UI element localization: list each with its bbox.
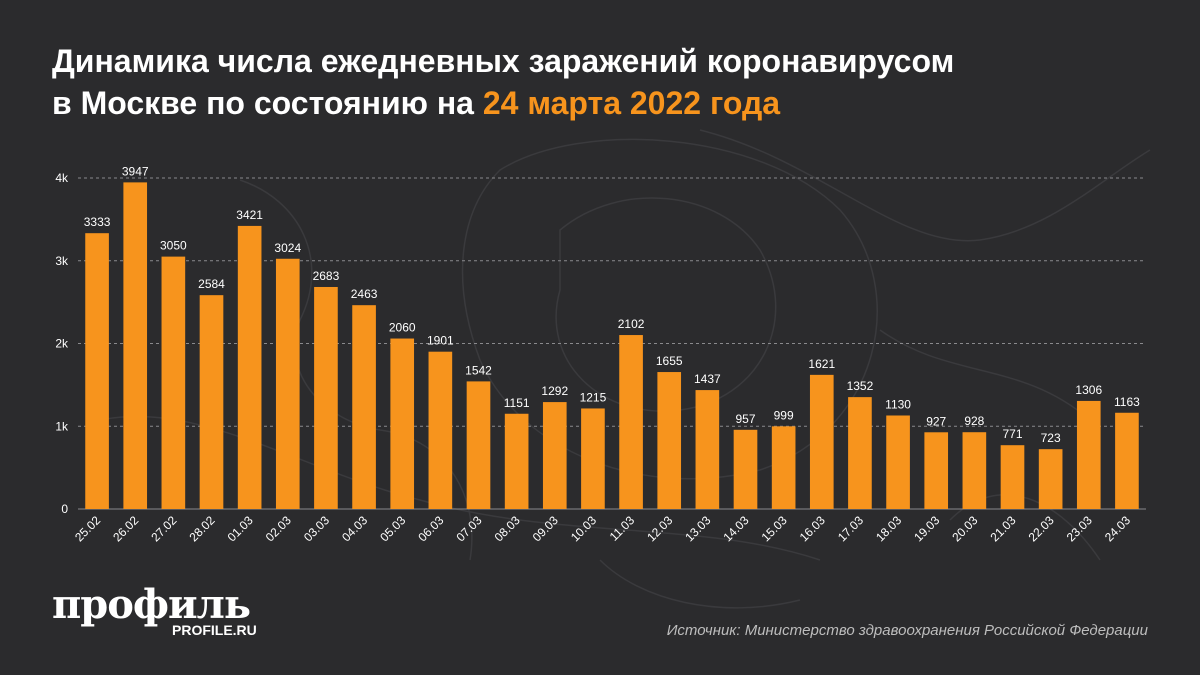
x-tick-label: 03.03 (301, 513, 332, 544)
y-tick-label: 4k (55, 171, 69, 185)
bar-value-label: 3333 (84, 215, 111, 229)
bar-value-label: 1437 (694, 372, 721, 386)
bar-value-label: 1215 (580, 390, 607, 404)
y-tick-label: 3k (55, 254, 69, 268)
bar (771, 426, 796, 509)
bar (542, 402, 567, 509)
profile-logo[interactable]: профиль (52, 581, 251, 628)
bar (1115, 412, 1139, 509)
x-tick-label: 12.03 (644, 513, 675, 544)
x-tick-label: 27.02 (148, 513, 179, 544)
bar (199, 295, 224, 509)
x-tick-label: 21.03 (987, 513, 1018, 544)
x-tick-label: 20.03 (949, 513, 980, 544)
bar-value-label: 2102 (618, 317, 645, 331)
bar-value-label: 1542 (465, 363, 492, 377)
x-tick-label: 14.03 (720, 513, 751, 544)
bar (428, 351, 453, 509)
bar-value-label: 2463 (351, 287, 378, 301)
bar-value-label: 723 (1041, 431, 1061, 445)
bar (352, 305, 376, 509)
y-tick-label: 1k (55, 419, 69, 433)
y-tick-label: 0 (61, 502, 68, 516)
bar-value-label: 1306 (1075, 383, 1102, 397)
bar (504, 413, 529, 509)
bar (657, 372, 682, 509)
bar-value-label: 999 (774, 408, 794, 422)
x-tick-label: 24.03 (1102, 513, 1133, 544)
bar-value-label: 1163 (1114, 395, 1140, 409)
bar-value-label: 1151 (504, 396, 530, 410)
bar (809, 374, 834, 509)
bar (275, 258, 300, 509)
bar (886, 415, 910, 509)
bar-value-label: 927 (926, 414, 946, 428)
bar (161, 256, 186, 509)
y-tick-label: 2k (55, 337, 69, 351)
bar (848, 397, 872, 509)
bar (466, 381, 491, 509)
bar-value-label: 3050 (160, 239, 187, 253)
x-tick-label: 04.03 (339, 513, 370, 544)
source-note: Источник: Министерство здравоохранения Р… (666, 622, 1148, 639)
x-tick-label: 06.03 (415, 513, 446, 544)
x-tick-label: 08.03 (492, 513, 523, 544)
bar (1076, 400, 1101, 509)
title-line-2: в Москве по состоянию на 24 марта 2022 г… (52, 82, 1162, 124)
bar (1000, 445, 1025, 509)
chart-title: Динамика числа ежедневных заражений коро… (52, 40, 1162, 124)
x-tick-label: 05.03 (377, 513, 408, 544)
bar-value-label: 2060 (389, 321, 416, 335)
x-tick-label: 18.03 (873, 513, 904, 544)
bar-value-label: 1352 (847, 379, 874, 393)
bar-value-label: 1901 (427, 334, 454, 348)
bar-value-label: 2584 (198, 277, 225, 291)
x-tick-label: 09.03 (530, 513, 561, 544)
bar-value-label: 1130 (885, 397, 911, 411)
bar (123, 182, 148, 510)
x-tick-label: 15.03 (759, 513, 790, 544)
bar-value-label: 957 (735, 412, 755, 426)
x-tick-label: 25.02 (72, 513, 103, 544)
bar-value-label: 1621 (808, 357, 835, 371)
bar (619, 335, 643, 509)
bar (962, 432, 987, 509)
bar (85, 233, 109, 509)
x-tick-label: 22.03 (1026, 513, 1057, 544)
x-tick-label: 11.03 (607, 513, 638, 544)
bar (1038, 449, 1063, 509)
bar-value-label: 3421 (236, 208, 263, 222)
bar (390, 338, 415, 509)
title-line-1: Динамика числа ежедневных заражений коро… (52, 43, 955, 79)
x-tick-label: 02.03 (263, 513, 294, 544)
x-tick-label: 26.02 (110, 513, 141, 544)
title-date-accent: 24 марта 2022 года (482, 85, 781, 121)
x-tick-label: 16.03 (797, 513, 828, 544)
x-tick-label: 23.03 (1064, 513, 1095, 544)
bar-value-label: 3947 (122, 164, 149, 178)
x-tick-label: 19.03 (911, 513, 942, 544)
bar-value-label: 1655 (656, 354, 683, 368)
bar-value-label: 3024 (274, 241, 301, 255)
x-tick-label: 13.03 (682, 513, 713, 544)
bar (733, 429, 758, 509)
bar-value-label: 771 (1002, 427, 1022, 441)
bar (581, 408, 605, 509)
bar (695, 390, 720, 509)
bar-value-label: 2683 (313, 269, 340, 283)
bar (924, 432, 949, 509)
bar (237, 225, 262, 510)
profile-site-label[interactable]: PROFILE.RU (172, 622, 257, 638)
title-line-2-prefix: в Москве по состоянию на (52, 85, 483, 121)
x-tick-label: 17.03 (835, 513, 866, 544)
bar (314, 286, 338, 509)
x-tick-label: 07.03 (453, 513, 484, 544)
x-tick-label: 10.03 (568, 513, 599, 544)
bar-value-label: 1292 (541, 384, 568, 398)
x-tick-label: 01.03 (225, 513, 256, 544)
bar-value-label: 928 (964, 414, 984, 428)
x-tick-label: 28.02 (186, 513, 217, 544)
